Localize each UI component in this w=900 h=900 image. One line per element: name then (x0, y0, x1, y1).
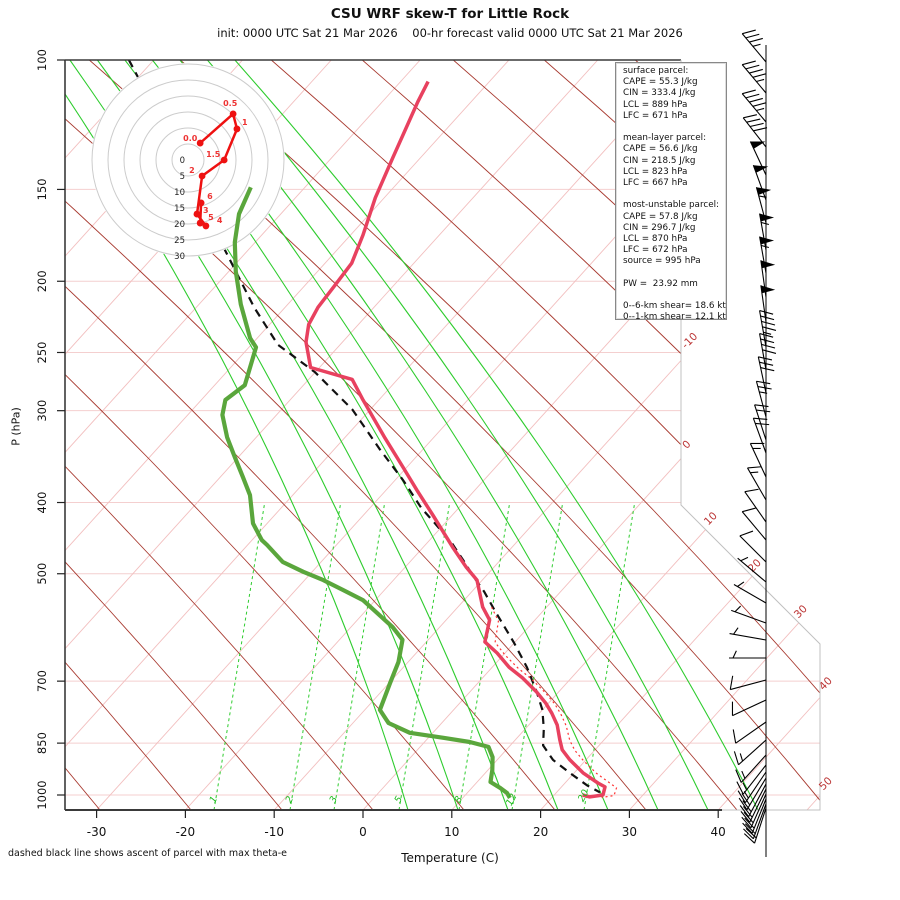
sounding-over (220, 80, 618, 799)
parcel-info-line: most-unstable parcel: (623, 200, 720, 211)
hodograph-height-label: 5 (208, 213, 214, 222)
parcel-info-line: LFC = 667 hPa (623, 178, 688, 189)
parcel-info-line: mean-layer parcel: (623, 133, 707, 144)
pressure-tick-label: 1000 (35, 780, 49, 809)
temp-tick-label: 20 (533, 825, 548, 839)
temp-tick-label: -30 (87, 825, 107, 839)
page-title: CSU WRF skew-T for Little Rock (330, 6, 570, 22)
isotherm-exit-label: -10 (680, 331, 701, 352)
parcel-info-line (623, 122, 726, 133)
hodograph-ring-label: 25 (174, 236, 185, 246)
virtual-temperature-line (491, 606, 618, 799)
parcel-info-line (623, 268, 726, 279)
temp-tick-label: 40 (711, 825, 726, 839)
hodograph-ring-label: 30 (174, 252, 185, 262)
temp-tick-label: -10 (264, 825, 284, 839)
mixing-ratio-label: 12 (504, 792, 519, 808)
pressure-tick-label: 850 (35, 732, 49, 754)
dewpoint-sounding (220, 186, 512, 799)
hodograph-ring-label: 0 (180, 156, 185, 166)
parcel-caption: dashed black line shows ascent of parcel… (8, 848, 287, 859)
mixing-ratio-label: 1 (208, 795, 221, 806)
parcel-info-line: CAPE = 55.3 J/kg (623, 77, 698, 88)
parcel-info-line: CIN = 333.4 J/kg (623, 88, 696, 99)
parcel-info-line: source = 995 hPa (623, 256, 701, 267)
sounding-traces (127, 60, 601, 794)
hodograph-ring-label: 15 (174, 204, 185, 214)
hodograph-height-label: 6 (207, 192, 213, 201)
isotherm-exit-label: 10 (702, 510, 720, 528)
hodograph-height-label: 4 (217, 216, 223, 225)
hodograph-ring-label: 5 (180, 172, 185, 182)
mixing-ratio-label: 2 (284, 795, 297, 806)
temp-tick-label: -20 (176, 825, 196, 839)
parcel-info-line: 0--6-km shear= 18.6 kt (623, 301, 726, 312)
parcel-info-line: LCL = 870 hPa (623, 234, 688, 245)
parcel-info-line (623, 189, 726, 200)
hodograph-height-label: 1 (242, 118, 248, 127)
mixing-ratio-label: 3 (328, 795, 341, 806)
temp-tick-label: 30 (622, 825, 637, 839)
temperature-sounding (304, 80, 607, 799)
pressure-tick-label: 700 (35, 670, 49, 692)
parcel-info-line: LCL = 889 hPa (623, 99, 688, 110)
hodograph-ring-label: 10 (174, 188, 185, 198)
parcel-info-line: LFC = 671 hPa (623, 110, 688, 121)
mixing-ratio-label: 5 (393, 795, 406, 806)
hodograph-height-label: 3 (203, 206, 209, 215)
pressure-tick-label: 500 (35, 563, 49, 585)
pressure-tick-label: 100 (35, 49, 49, 71)
pressure-tick-label: 150 (35, 178, 49, 200)
wind-barb-column (729, 29, 777, 857)
parcel-info-line: CIN = 296.7 J/kg (623, 222, 696, 233)
parcel-info-line: 0--1-km shear= 12.1 kt (623, 312, 726, 323)
mixing-ratio-label: 8 (453, 795, 466, 806)
parcel-info-line (623, 290, 726, 301)
pressure-tick-label: 300 (35, 400, 49, 422)
temperature-axis-label: Temperature (C) (401, 851, 499, 865)
parcel-info-line: LFC = 672 hPa (623, 245, 688, 256)
hodograph-height-label: 2 (189, 166, 195, 175)
hodograph-height-label: 0.0 (183, 134, 198, 143)
parcel-info-line: CAPE = 56.6 J/kg (623, 144, 698, 155)
parcel-info-line: surface parcel: (623, 66, 689, 76)
mixing-ratio-label: 20 (576, 788, 591, 804)
parcel-ascent-line (127, 60, 601, 794)
isotherm-exit-label: 0 (680, 438, 693, 451)
page-subtitle: init: 0000 UTC Sat 21 Mar 2026 00-hr for… (217, 26, 683, 40)
pressure-tick-label: 200 (35, 270, 49, 292)
pressure-axis-label: P (hPa) (9, 407, 23, 446)
parcel-info-line: CIN = 218.5 J/kg (623, 155, 696, 166)
pressure-tick-label: 250 (35, 342, 49, 364)
pressure-tick-label: 400 (35, 492, 49, 514)
parcel-info-line: CAPE = 57.8 J/kg (623, 211, 698, 222)
hodograph-ring-label: 20 (174, 220, 185, 230)
temp-tick-label: 0 (359, 825, 367, 839)
hodograph-height-label: 0.5 (223, 99, 238, 108)
temp-tick-label: 10 (444, 825, 459, 839)
hodograph-height-label: 1.5 (206, 150, 221, 159)
parcel-info-line: PW = 23.92 mm (623, 278, 698, 289)
parcel-info-box: surface parcel: CAPE = 55.3 J/kg CIN = 333… (615, 62, 727, 323)
parcel-info-line: LCL = 823 hPa (623, 166, 688, 177)
